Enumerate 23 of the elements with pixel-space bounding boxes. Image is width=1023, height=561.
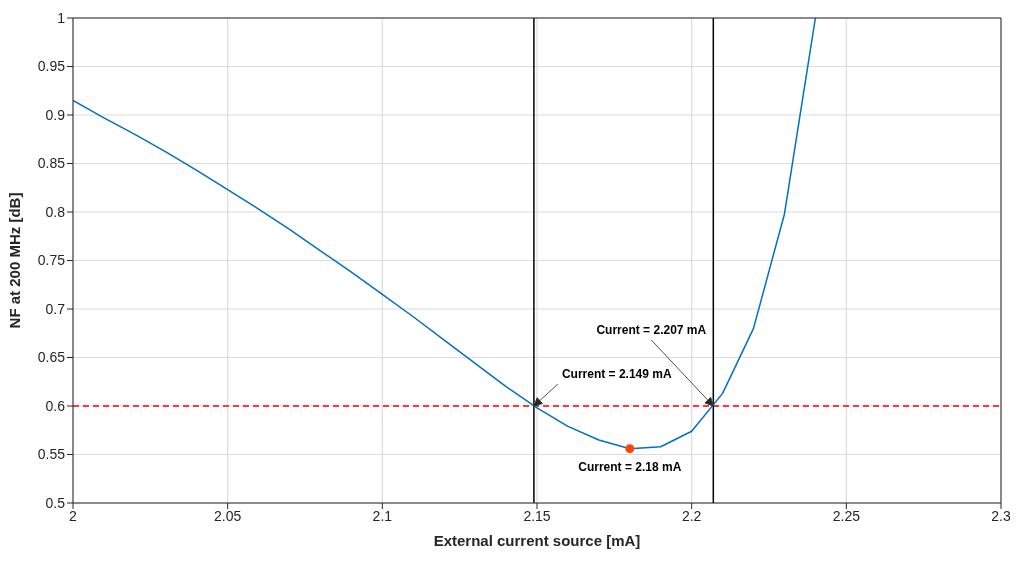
- y-tick-label: 0.65: [37, 349, 66, 366]
- y-tick-label: 0.9: [45, 106, 66, 123]
- annotation: Current = 2.149 mA: [561, 367, 672, 381]
- y-tick-label: 0.6: [45, 397, 66, 414]
- annotation: Current = 2.18 mA: [578, 459, 682, 474]
- y-axis-title: NF at 200 MHz [dB]: [6, 192, 24, 329]
- x-axis-title: External current source [mA]: [433, 532, 641, 549]
- y-tick-label: 0.75: [37, 252, 66, 269]
- x-tick-label: 2.2: [681, 507, 702, 524]
- y-tick-label: 0.5: [45, 494, 66, 511]
- x-tick-label: 2.05: [214, 507, 242, 524]
- y-tick-label: 0.8: [45, 203, 66, 220]
- y-tick-label: 0.95: [37, 58, 66, 75]
- y-tick-label: 1: [57, 9, 66, 26]
- annotation: Current = 2.207 mA: [596, 323, 707, 337]
- x-tick-label: 2.25: [832, 507, 861, 524]
- x-tick-label: 2: [69, 507, 78, 524]
- y-tick-label: 0.7: [45, 300, 66, 317]
- x-tick-label: 2.15: [523, 507, 551, 524]
- y-tick-label: 0.85: [37, 155, 66, 172]
- y-tick-label: 0.55: [37, 446, 66, 463]
- x-tick-label: 2.3: [991, 507, 1011, 524]
- x-tick-label: 2.1: [372, 507, 393, 524]
